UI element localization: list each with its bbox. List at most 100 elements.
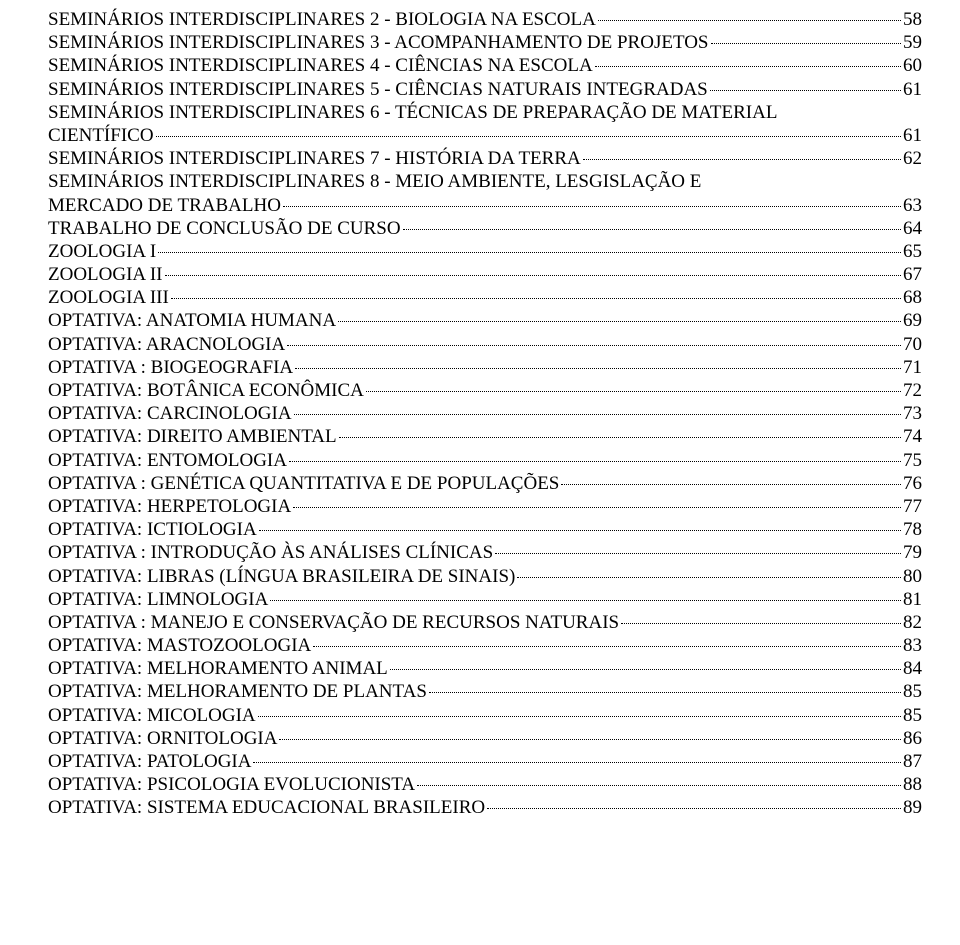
toc-entry-title: OPTATIVA: HERPETOLOGIA — [48, 497, 291, 516]
toc-page-number: 85 — [903, 706, 922, 725]
toc-entry: OPTATIVA: PSICOLOGIA EVOLUCIONISTA88 — [48, 775, 922, 794]
toc-entry-title: OPTATIVA: BOTÂNICA ECONÔMICA — [48, 381, 364, 400]
toc-page-number: 86 — [903, 729, 922, 748]
toc-leader — [595, 66, 901, 67]
toc-leader — [165, 275, 901, 276]
toc-entry-title: ZOOLOGIA I — [48, 242, 156, 261]
toc-entry-title: SEMINÁRIOS INTERDISCIPLINARES 2 - BIOLOG… — [48, 10, 596, 29]
toc-entry-title: OPTATIVA: MICOLOGIA — [48, 706, 256, 725]
toc-entry-title: OPTATIVA: ENTOMOLOGIA — [48, 451, 287, 470]
toc-page-number: 69 — [903, 311, 922, 330]
toc-leader — [156, 136, 901, 137]
toc-entry-title: OPTATIVA: ICTIOLOGIA — [48, 520, 257, 539]
toc-page-number: 72 — [903, 381, 922, 400]
toc-leader — [270, 600, 901, 601]
toc-entry-title: OPTATIVA: MELHORAMENTO ANIMAL — [48, 659, 388, 678]
toc-leader — [287, 345, 901, 346]
toc-page-number: 58 — [903, 10, 922, 29]
toc-entry-title: OPTATIVA: LIBRAS (LÍNGUA BRASILEIRA DE S… — [48, 567, 515, 586]
toc-page-number: 76 — [903, 474, 922, 493]
toc-entry: OPTATIVA: LIMNOLOGIA 81 — [48, 590, 922, 609]
toc-page-number: 78 — [903, 520, 922, 539]
toc-leader — [621, 623, 901, 624]
toc-entry-title: OPTATIVA: CARCINOLOGIA — [48, 404, 292, 423]
toc-entry-title: OPTATIVA: DIREITO AMBIENTAL — [48, 427, 337, 446]
toc-entry: OPTATIVA : BIOGEOGRAFIA 71 — [48, 358, 922, 377]
toc-page-number: 70 — [903, 335, 922, 354]
toc-entry: OPTATIVA: LIBRAS (LÍNGUA BRASILEIRA DE S… — [48, 567, 922, 586]
toc-leader — [366, 391, 901, 392]
toc-leader — [417, 785, 901, 786]
toc-leader — [598, 20, 901, 21]
toc-entry: OPTATIVA: SISTEMA EDUCACIONAL BRASILEIRO… — [48, 798, 922, 817]
toc-leader — [339, 437, 901, 438]
toc-leader — [517, 577, 901, 578]
toc-entry: OPTATIVA : MANEJO E CONSERVAÇÃO DE RECUR… — [48, 613, 922, 632]
toc-leader — [294, 414, 901, 415]
toc-entry: OPTATIVA: HERPETOLOGIA77 — [48, 497, 922, 516]
toc-page-number: 81 — [903, 590, 922, 609]
toc-entry-line1: SEMINÁRIOS INTERDISCIPLINARES 8 - MEIO A… — [48, 172, 922, 191]
toc-entry-line2: CIENTÍFICO61 — [48, 126, 922, 145]
toc-page-number: 74 — [903, 427, 922, 446]
toc-entry: OPTATIVA: PATOLOGIA 87 — [48, 752, 922, 771]
toc-entry-title: ZOOLOGIA II — [48, 265, 163, 284]
toc-entry-title: OPTATIVA : INTRODUÇÃO ÀS ANÁLISES CLÍNIC… — [48, 543, 493, 562]
toc-page-number: 65 — [903, 242, 922, 261]
toc-page-number: 82 — [903, 613, 922, 632]
toc-entry: OPTATIVA: ANATOMIA HUMANA 69 — [48, 311, 922, 330]
toc-page-number: 64 — [903, 219, 922, 238]
toc-entry: OPTATIVA: MASTOZOOLOGIA83 — [48, 636, 922, 655]
toc-entry-title: OPTATIVA: MASTOZOOLOGIA — [48, 636, 311, 655]
toc-entry: SEMINÁRIOS INTERDISCIPLINARES 5 - CIÊNCI… — [48, 80, 922, 99]
toc-leader — [279, 739, 901, 740]
toc-leader — [293, 507, 901, 508]
toc-leader — [390, 669, 901, 670]
toc-entry: TRABALHO DE CONCLUSÃO DE CURSO 64 — [48, 219, 922, 238]
toc-entry-title: OPTATIVA: PATOLOGIA — [48, 752, 251, 771]
toc-leader — [710, 90, 901, 91]
toc-page: SEMINÁRIOS INTERDISCIPLINARES 2 - BIOLOG… — [0, 0, 960, 945]
toc-page-number: 62 — [903, 149, 922, 168]
toc-entry-title: OPTATIVA: LIMNOLOGIA — [48, 590, 268, 609]
toc-page-number: 67 — [903, 265, 922, 284]
toc-entry-title: ZOOLOGIA III — [48, 288, 169, 307]
toc-leader — [487, 808, 901, 809]
toc-entry-title: OPTATIVA: MELHORAMENTO DE PLANTAS — [48, 682, 427, 701]
toc-leader — [253, 762, 901, 763]
toc-entry-title: SEMINÁRIOS INTERDISCIPLINARES 5 - CIÊNCI… — [48, 80, 708, 99]
toc-leader — [283, 206, 901, 207]
toc-page-number: 85 — [903, 682, 922, 701]
toc-entry-title: OPTATIVA : BIOGEOGRAFIA — [48, 358, 293, 377]
toc-page-number: 88 — [903, 775, 922, 794]
toc-entry-title: OPTATIVA: ORNITOLOGIA — [48, 729, 277, 748]
toc-entry: OPTATIVA: ARACNOLOGIA 70 — [48, 335, 922, 354]
toc-leader — [561, 484, 901, 485]
toc-page-number: 75 — [903, 451, 922, 470]
toc-page-number: 87 — [903, 752, 922, 771]
toc-entry-title: TRABALHO DE CONCLUSÃO DE CURSO — [48, 219, 401, 238]
toc-entry: OPTATIVA: DIREITO AMBIENTAL 74 — [48, 427, 922, 446]
toc-entry-title-cont: MERCADO DE TRABALHO — [48, 196, 281, 215]
toc-entry-title: OPTATIVA: SISTEMA EDUCACIONAL BRASILEIRO — [48, 798, 485, 817]
toc-entry: OPTATIVA: MELHORAMENTO DE PLANTAS 85 — [48, 682, 922, 701]
toc-page-number: 59 — [903, 33, 922, 52]
toc-leader — [338, 321, 901, 322]
toc-entry-title: SEMINÁRIOS INTERDISCIPLINARES 8 - MEIO A… — [48, 172, 701, 191]
toc-entry-title: OPTATIVA: ARACNOLOGIA — [48, 335, 285, 354]
toc-entry: OPTATIVA : GENÉTICA QUANTITATIVA E DE PO… — [48, 474, 922, 493]
toc-page-number: 79 — [903, 543, 922, 562]
toc-page-number: 89 — [903, 798, 922, 817]
toc-entry: OPTATIVA: MELHORAMENTO ANIMAL84 — [48, 659, 922, 678]
toc-entry-title: SEMINÁRIOS INTERDISCIPLINARES 4 - CIÊNCI… — [48, 56, 593, 75]
toc-entry: OPTATIVA: ENTOMOLOGIA 75 — [48, 451, 922, 470]
toc-entry-title: SEMINÁRIOS INTERDISCIPLINARES 7 - HISTÓR… — [48, 149, 581, 168]
toc-page-number: 63 — [903, 196, 922, 215]
toc-entry: SEMINÁRIOS INTERDISCIPLINARES 4 - CIÊNCI… — [48, 56, 922, 75]
toc-page-number: 61 — [903, 126, 922, 145]
toc-leader — [258, 716, 901, 717]
toc-entry-title: OPTATIVA: ANATOMIA HUMANA — [48, 311, 336, 330]
toc-page-number: 71 — [903, 358, 922, 377]
toc-page-number: 68 — [903, 288, 922, 307]
toc-entry-title: OPTATIVA : MANEJO E CONSERVAÇÃO DE RECUR… — [48, 613, 619, 632]
